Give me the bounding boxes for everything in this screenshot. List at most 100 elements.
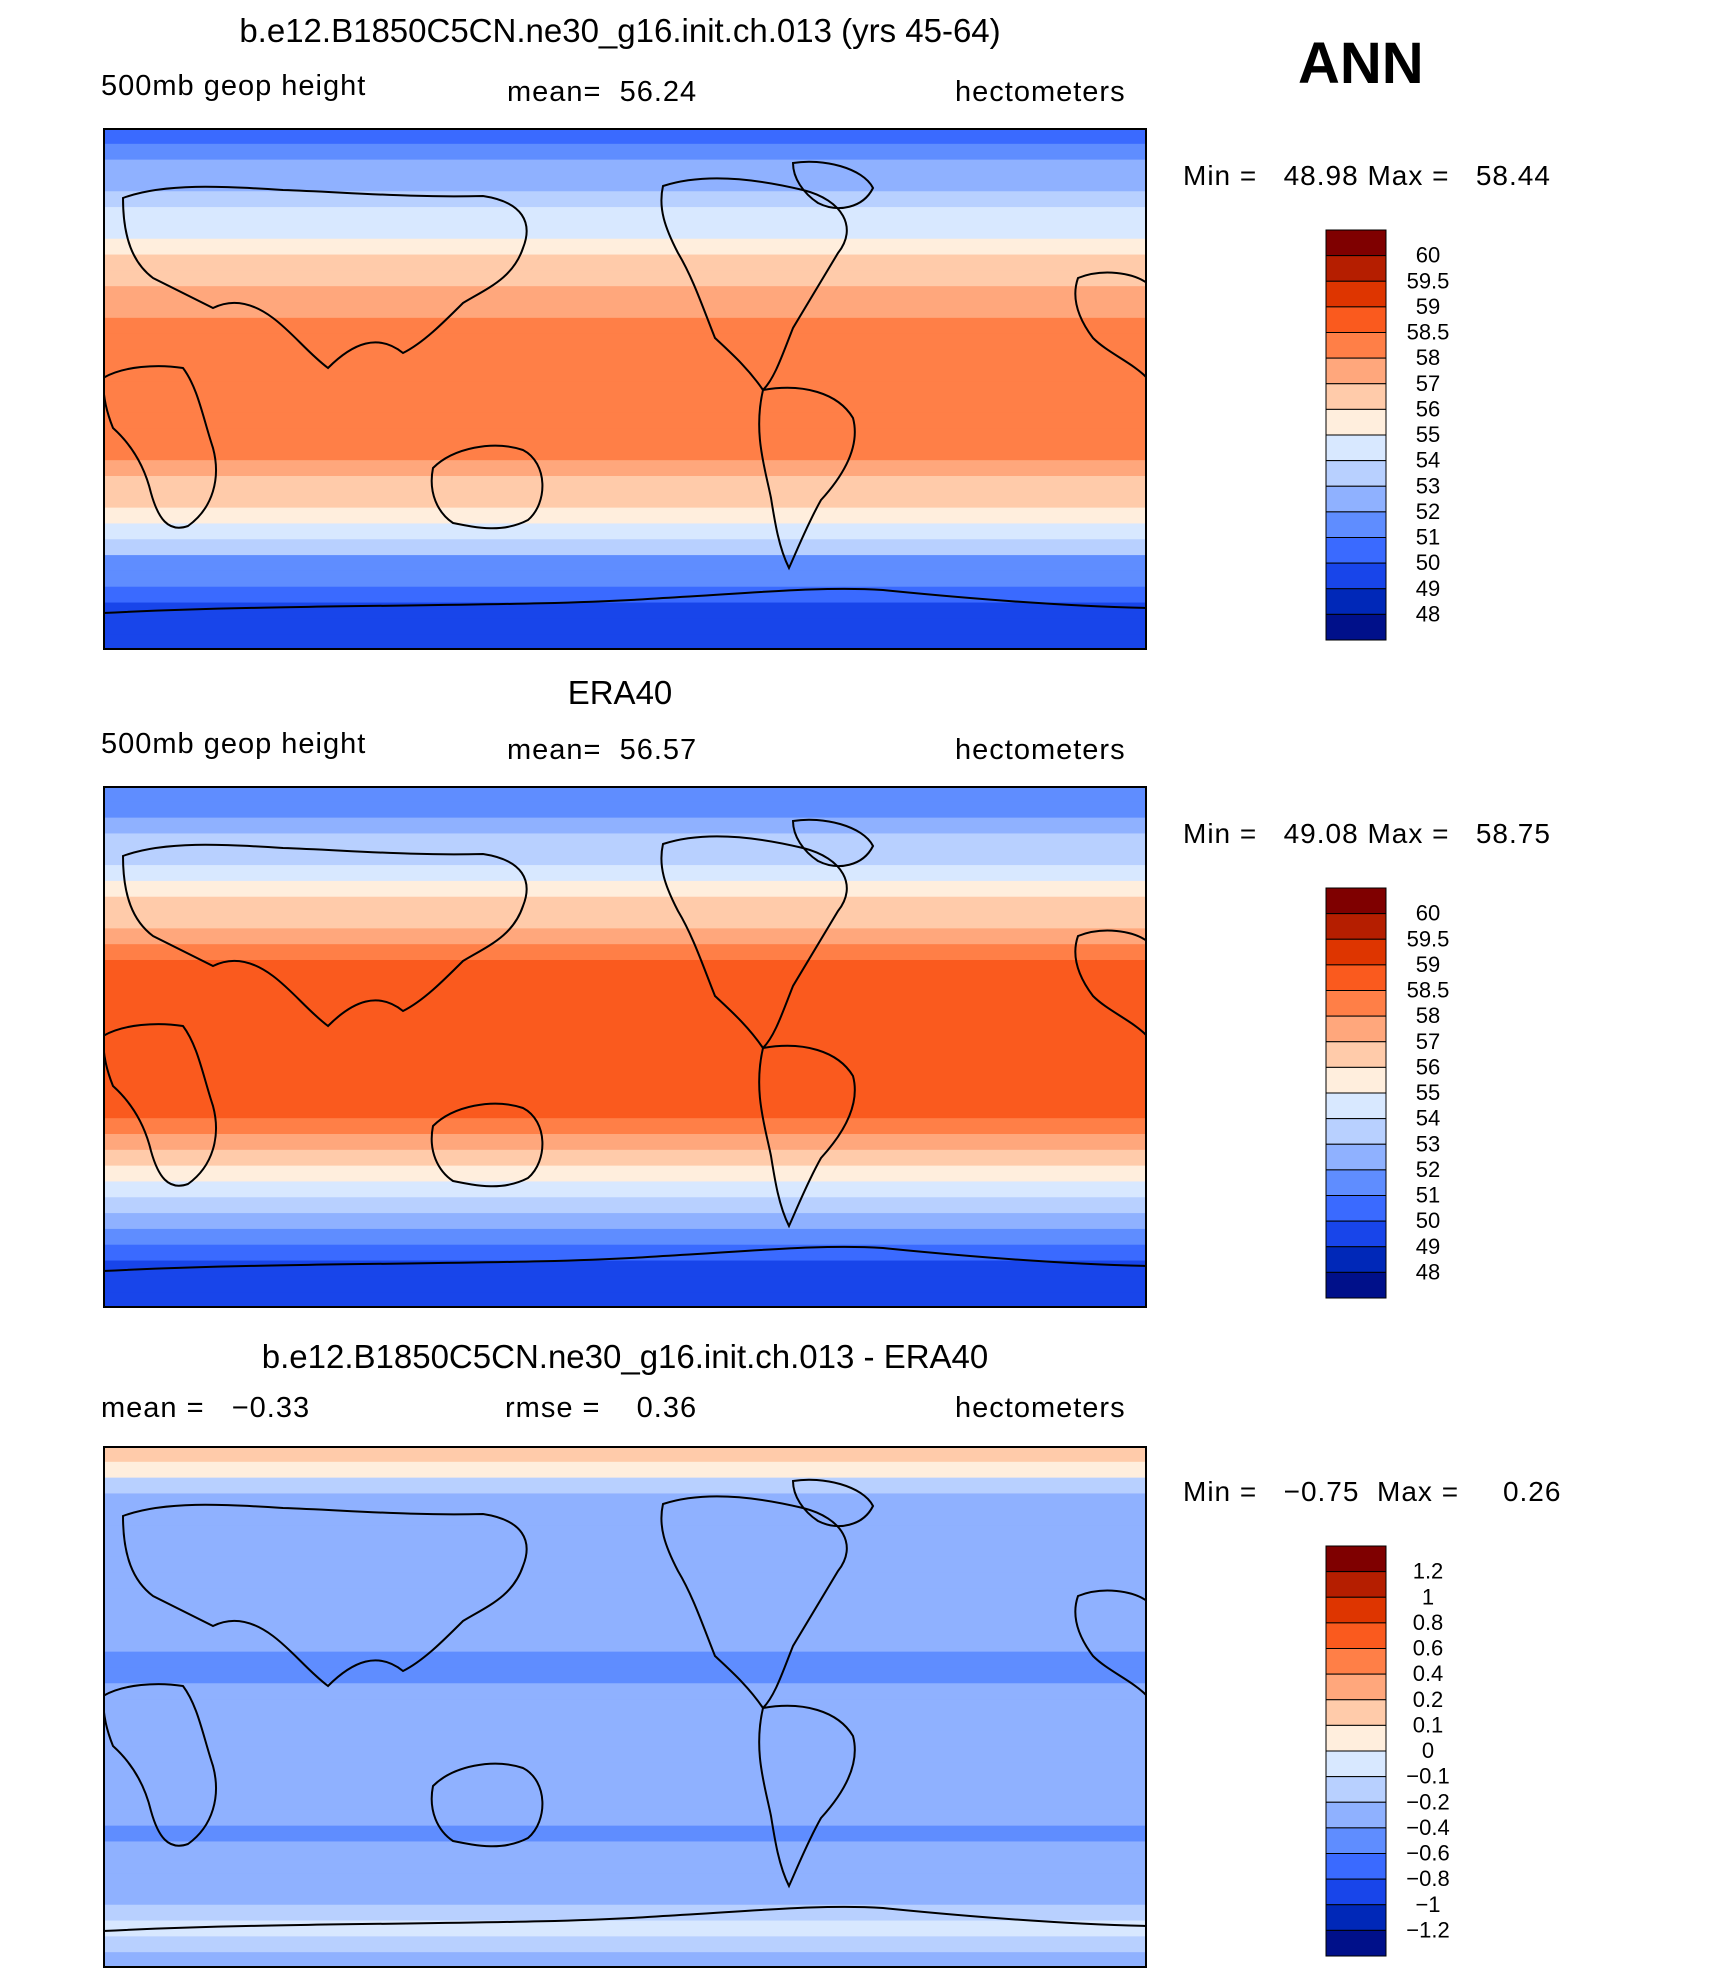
colorbar-tick-label: 54 bbox=[1416, 448, 1440, 473]
colorbar-tick-label: 58 bbox=[1416, 1003, 1440, 1028]
colorbar-tick-label: 53 bbox=[1416, 473, 1440, 498]
field-band bbox=[103, 412, 1147, 430]
colorbar-tick-label: 0.4 bbox=[1413, 1661, 1444, 1686]
panel-title: b.e12.B1850C5CN.ne30_g16.init.ch.013 - E… bbox=[261, 1338, 989, 1375]
field-band bbox=[103, 1213, 1147, 1230]
coastline bbox=[121, 1503, 528, 1688]
colorbar-swatch bbox=[1325, 1724, 1387, 1752]
field-band bbox=[103, 333, 1147, 351]
field-band bbox=[103, 1165, 1147, 1183]
colorbar-tick-label: −1 bbox=[1415, 1892, 1440, 1917]
colorbar-swatch bbox=[1325, 913, 1387, 940]
map-frame bbox=[103, 1446, 1147, 1968]
field-band bbox=[103, 1118, 1147, 1135]
field-band bbox=[103, 1540, 1147, 1558]
colorbar-swatch bbox=[1325, 1750, 1387, 1778]
colorbar-tick-label: 58.5 bbox=[1407, 320, 1450, 345]
coastline bbox=[121, 843, 528, 1028]
field-band bbox=[103, 270, 1147, 287]
colorbar-tick-label: 54 bbox=[1416, 1106, 1440, 1131]
field-band bbox=[103, 880, 1147, 898]
min-max-label: Min = 48.98 Max = 58.44 bbox=[1183, 160, 1551, 192]
field-band bbox=[103, 1730, 1147, 1748]
field-band bbox=[103, 460, 1147, 477]
colorbar-swatch bbox=[1325, 485, 1387, 513]
field-band bbox=[103, 1228, 1147, 1246]
colorbar-tick-label: 50 bbox=[1416, 1208, 1440, 1233]
colorbar-swatch bbox=[1325, 511, 1387, 539]
field-band bbox=[103, 1054, 1147, 1072]
coastline bbox=[1074, 1589, 1147, 1698]
coastline bbox=[791, 1478, 875, 1527]
field-band bbox=[103, 1509, 1147, 1526]
colorbar: 1.210.80.60.40.20.10−0.1−0.2−0.4−0.6−0.8… bbox=[1325, 1545, 1450, 1957]
field-band bbox=[103, 975, 1147, 993]
min-prefix: Min = bbox=[1183, 818, 1258, 849]
field-band bbox=[103, 801, 1147, 819]
field-band bbox=[103, 1276, 1147, 1293]
colorbar-tick-label: 1.2 bbox=[1413, 1559, 1444, 1584]
colorbar-tick-label: 0.2 bbox=[1413, 1687, 1444, 1712]
coastline bbox=[758, 386, 856, 571]
field-band bbox=[103, 865, 1147, 882]
colorbar-tick-label: 60 bbox=[1416, 243, 1440, 268]
colorbar-swatch bbox=[1325, 229, 1387, 257]
coastline bbox=[1074, 929, 1147, 1038]
colorbar-swatch bbox=[1325, 1929, 1387, 1957]
field-band bbox=[103, 1023, 1147, 1040]
field-band bbox=[103, 1007, 1147, 1024]
colorbar-swatch bbox=[1325, 460, 1387, 487]
colorbar-tick-label: 1 bbox=[1422, 1584, 1434, 1609]
field-band bbox=[103, 634, 1147, 650]
colorbar-swatch bbox=[1325, 1776, 1387, 1803]
map-frame bbox=[103, 128, 1147, 650]
field-band bbox=[103, 1794, 1147, 1811]
colorbar-tick-label: 49 bbox=[1416, 576, 1440, 601]
coastline bbox=[103, 1683, 217, 1847]
colorbar-tick-label: 56 bbox=[1416, 1054, 1440, 1079]
field-band bbox=[103, 1873, 1147, 1890]
colorbar-tick-label: 48 bbox=[1416, 1259, 1440, 1284]
colorbar-swatch bbox=[1325, 1673, 1387, 1701]
field-band bbox=[103, 786, 1147, 803]
field-band bbox=[103, 476, 1147, 493]
colorbar-swatch bbox=[1325, 613, 1387, 641]
mean-label: mean = −0.33 bbox=[101, 1392, 310, 1425]
field-band bbox=[103, 191, 1147, 208]
colorbar-tick-label: 0.8 bbox=[1413, 1610, 1444, 1635]
coastline bbox=[758, 1704, 856, 1889]
coastline bbox=[791, 160, 875, 209]
coastline bbox=[121, 185, 528, 370]
max-prefix: Max = bbox=[1367, 160, 1450, 191]
colorbar-tick-label: 57 bbox=[1416, 371, 1440, 396]
colorbar-swatch bbox=[1325, 964, 1387, 992]
field-bands bbox=[103, 786, 1147, 1308]
field-band bbox=[103, 1809, 1147, 1827]
colorbar-tick-label: −0.2 bbox=[1406, 1789, 1449, 1814]
colorbar-tick-label: 0.6 bbox=[1413, 1636, 1444, 1661]
field-band bbox=[103, 1778, 1147, 1795]
map-plot bbox=[103, 1446, 1147, 1968]
min-value: 49.08 bbox=[1283, 818, 1359, 849]
coastline bbox=[430, 444, 544, 530]
field-band bbox=[103, 302, 1147, 319]
max-prefix: Max = bbox=[1367, 818, 1450, 849]
coastline bbox=[103, 1245, 1147, 1272]
colorbar-swatch bbox=[1325, 1118, 1387, 1145]
colorbar-swatch bbox=[1325, 887, 1387, 915]
colorbar-tick-label: 60 bbox=[1416, 901, 1440, 926]
colorbar-swatch bbox=[1325, 1066, 1387, 1094]
field-band bbox=[103, 1086, 1147, 1103]
variable-label: 500mb geop height bbox=[101, 70, 367, 102]
field-band bbox=[103, 618, 1147, 635]
units-label: hectometers bbox=[955, 734, 1126, 766]
mean-label: mean= 56.24 bbox=[507, 76, 697, 109]
field-band bbox=[103, 1588, 1147, 1605]
field-band bbox=[103, 491, 1147, 509]
field-band bbox=[103, 928, 1147, 945]
colorbar-tick-label: −0.8 bbox=[1406, 1866, 1449, 1891]
max-value: 0.26 bbox=[1502, 1476, 1562, 1507]
colorbar-swatch bbox=[1325, 1169, 1387, 1197]
colorbar-tick-label: 51 bbox=[1416, 1183, 1440, 1208]
coastline bbox=[103, 587, 1147, 614]
